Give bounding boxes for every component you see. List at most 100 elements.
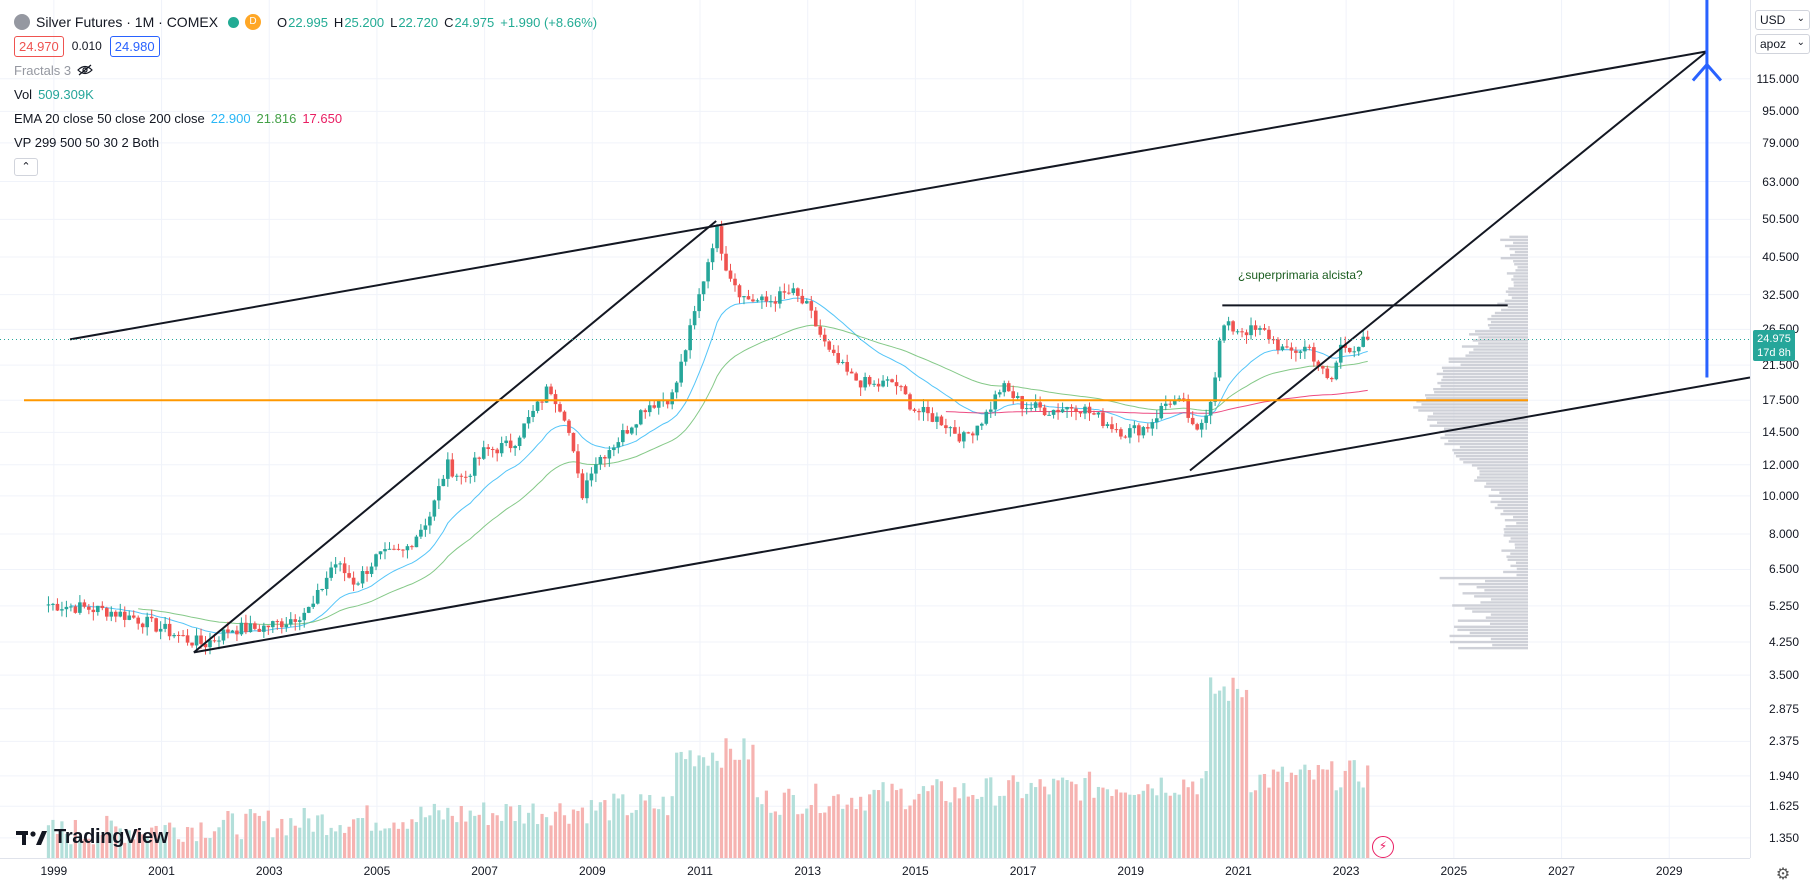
candle-body	[154, 618, 158, 632]
volume-profile-bar	[1503, 570, 1528, 574]
candle-body	[288, 619, 293, 625]
chart-canvas[interactable]	[0, 0, 1750, 858]
volume-bar	[109, 820, 113, 858]
candle-body	[894, 382, 899, 387]
lightning-icon[interactable]: ⚡	[1372, 836, 1394, 858]
volume-profile-bar	[1433, 412, 1528, 415]
volume-profile-bar	[1513, 275, 1528, 278]
indicator-ema[interactable]: EMA 20 close 50 close 200 close 22.900 2…	[14, 106, 603, 130]
volume-bar	[701, 757, 706, 858]
sell-price-button[interactable]: 24.970	[14, 35, 64, 57]
volume-bar	[91, 844, 95, 858]
volume-bar	[580, 807, 585, 858]
price-axis[interactable]: USD ⌄ apoz ⌄ 115.000 95.000 79.000 63.000 50…	[1750, 0, 1813, 858]
collapse-legend-button[interactable]: ⌃	[14, 158, 38, 176]
candle-body	[1119, 429, 1123, 437]
candle-body	[984, 411, 989, 424]
chart-annotation-text[interactable]: ¿superprimaria alcista?	[1238, 268, 1363, 282]
volume-bar	[446, 807, 450, 858]
volume-profile-bar	[1459, 458, 1528, 461]
candle-body	[1226, 321, 1231, 326]
candle-body	[831, 349, 836, 354]
candle-body	[751, 299, 755, 302]
volume-profile-bar	[1508, 287, 1528, 290]
volume-profile-bar	[1513, 281, 1528, 284]
candle-body	[890, 379, 894, 383]
currency-select[interactable]: USD ⌄	[1755, 10, 1810, 30]
volume-profile-bar	[1491, 488, 1528, 491]
candle-body	[1181, 398, 1186, 400]
volume-profile-bar	[1457, 619, 1528, 622]
volume-profile-bar	[1444, 442, 1528, 446]
candle-body	[257, 628, 262, 632]
data-badge[interactable]: D	[245, 14, 262, 30]
volume-bar	[217, 827, 221, 858]
volume-profile-bar	[1441, 378, 1528, 382]
volume-profile-bar	[1506, 555, 1528, 558]
candle-body	[199, 635, 203, 644]
candle-body	[1078, 412, 1083, 414]
volume-profile-bar	[1448, 357, 1528, 360]
symbol-title[interactable]: Silver Futures · 1M · COMEX	[36, 14, 219, 30]
volume-profile-bar	[1478, 336, 1528, 339]
candle-body	[185, 635, 190, 643]
indicator-fractals[interactable]: Fractals 3	[14, 58, 603, 82]
indicator-volume[interactable]: Vol 509.309K	[14, 82, 603, 106]
volume-bar	[60, 821, 64, 858]
candle-body	[131, 615, 136, 618]
candle-body	[499, 443, 504, 454]
volume-profile-bar	[1497, 503, 1528, 507]
time-axis[interactable]: 1999 2001 2003 2005 2007 2009 2011 2013 2015 2017…	[0, 858, 1750, 896]
candle-body	[248, 623, 253, 633]
volume-bar	[468, 810, 472, 858]
market-status-icon[interactable]	[228, 16, 240, 28]
candle-body	[342, 563, 347, 574]
volume-bar	[1123, 792, 1127, 858]
volume-bar	[755, 797, 760, 858]
volume-bar	[374, 822, 378, 858]
tradingview-logo[interactable]: TradingView	[16, 826, 168, 849]
volume-bar	[778, 814, 782, 858]
volume-profile-bar	[1494, 311, 1528, 315]
chart-pane[interactable]	[0, 0, 1750, 858]
volume-bar	[890, 783, 894, 858]
scale-mode-select[interactable]: apoz ⌄	[1755, 34, 1810, 54]
candle-body	[670, 392, 674, 405]
volume-bar	[1361, 787, 1365, 858]
candle-body	[621, 430, 625, 443]
indicator-vp[interactable]: VP 299 500 50 30 2 Both	[14, 130, 603, 154]
time-tick-label: 2025	[1440, 864, 1468, 878]
buy-price-button[interactable]: 24.980	[109, 35, 160, 57]
volume-bar	[1020, 798, 1024, 858]
volume-bar	[948, 802, 952, 858]
volume-bar	[1056, 780, 1060, 858]
candle-body	[1262, 328, 1267, 330]
volume-profile-bar	[1460, 363, 1528, 366]
candle-body	[208, 640, 212, 648]
volume-bar	[607, 820, 611, 858]
candle-body	[652, 405, 657, 408]
volume-bar	[957, 798, 961, 858]
candle-body	[1029, 407, 1033, 409]
candle-body	[993, 394, 998, 410]
volume-profile-bar	[1517, 266, 1528, 269]
volume-bar	[903, 809, 908, 858]
volume-bar	[87, 838, 91, 858]
hidden-eye-icon[interactable]	[77, 64, 93, 76]
volume-profile-bar	[1514, 263, 1528, 266]
volume-bar	[320, 814, 324, 858]
volume-bar	[894, 790, 899, 858]
candle-body	[46, 604, 51, 606]
volume-bar	[1222, 686, 1226, 858]
gear-icon[interactable]: ⚙	[1775, 866, 1791, 883]
volume-bar	[203, 837, 208, 858]
candle-body	[266, 625, 271, 628]
candle-body	[576, 451, 580, 474]
candle-body	[122, 611, 127, 620]
volume-profile-bar	[1473, 348, 1528, 351]
volume-profile-bar	[1448, 360, 1528, 363]
candle-body	[531, 410, 535, 418]
candle-body	[1128, 428, 1132, 438]
volume-bar	[526, 812, 531, 858]
volume-profile-bar	[1515, 269, 1528, 272]
